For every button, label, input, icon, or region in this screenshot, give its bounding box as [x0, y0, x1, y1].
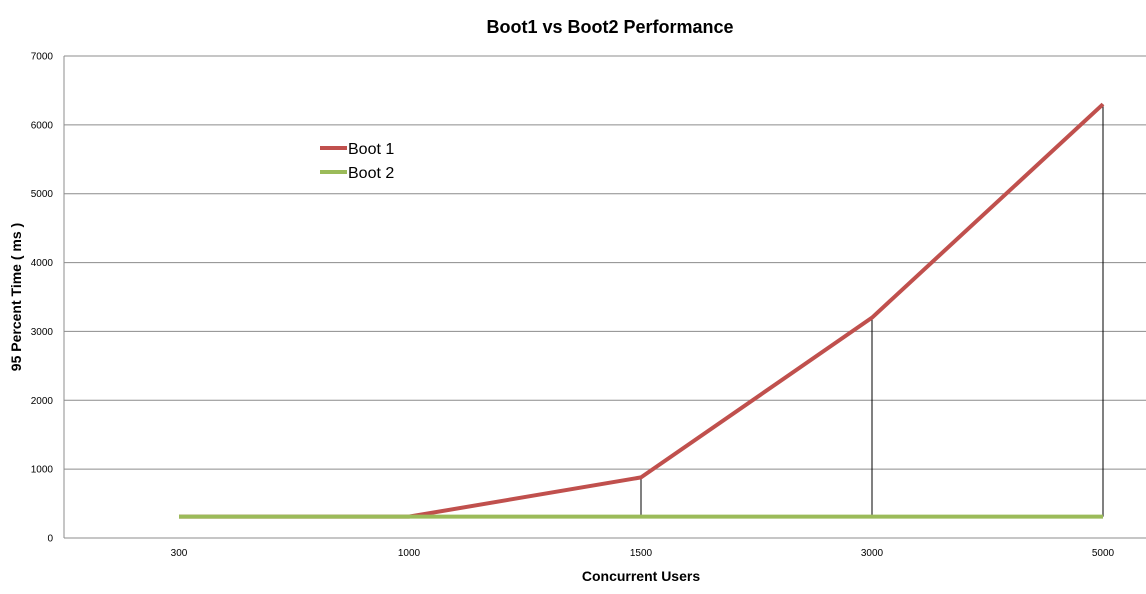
y-tick-label: 5000 — [31, 189, 54, 200]
series-line-boot-1 — [179, 102, 1105, 519]
axes — [63, 56, 1146, 539]
x-axis-title: Concurrent Users — [582, 568, 700, 584]
x-tick-labels: 300 1000 1500 3000 5000 — [171, 548, 1115, 559]
y-tick-label: 1000 — [31, 465, 54, 476]
x-tick-label: 3000 — [861, 548, 884, 559]
legend-label: Boot 1 — [348, 141, 394, 158]
x-tick-label: 1000 — [398, 548, 421, 559]
gridlines — [64, 55, 1146, 470]
x-tick-label: 300 — [171, 548, 188, 559]
y-axis-title: 95 Percent Time ( ms ) — [8, 223, 24, 371]
drop-lines — [640, 104, 1104, 517]
y-tick-label: 2000 — [31, 396, 54, 407]
y-tick-label: 0 — [47, 534, 53, 545]
y-tick-label: 3000 — [31, 327, 54, 338]
y-tick-label: 6000 — [31, 120, 54, 131]
y-tick-label: 7000 — [31, 52, 54, 63]
chart-title: Boot1 vs Boot2 Performance — [486, 17, 733, 37]
legend: Boot 1 Boot 2 — [320, 141, 394, 182]
series-lines — [179, 102, 1105, 519]
legend-label: Boot 2 — [348, 165, 394, 182]
x-tick-label: 5000 — [1092, 548, 1115, 559]
x-tick-label: 1500 — [630, 548, 653, 559]
y-tick-label: 4000 — [31, 258, 54, 269]
y-tick-labels: 0 1000 2000 3000 4000 5000 6000 7000 — [31, 52, 54, 545]
